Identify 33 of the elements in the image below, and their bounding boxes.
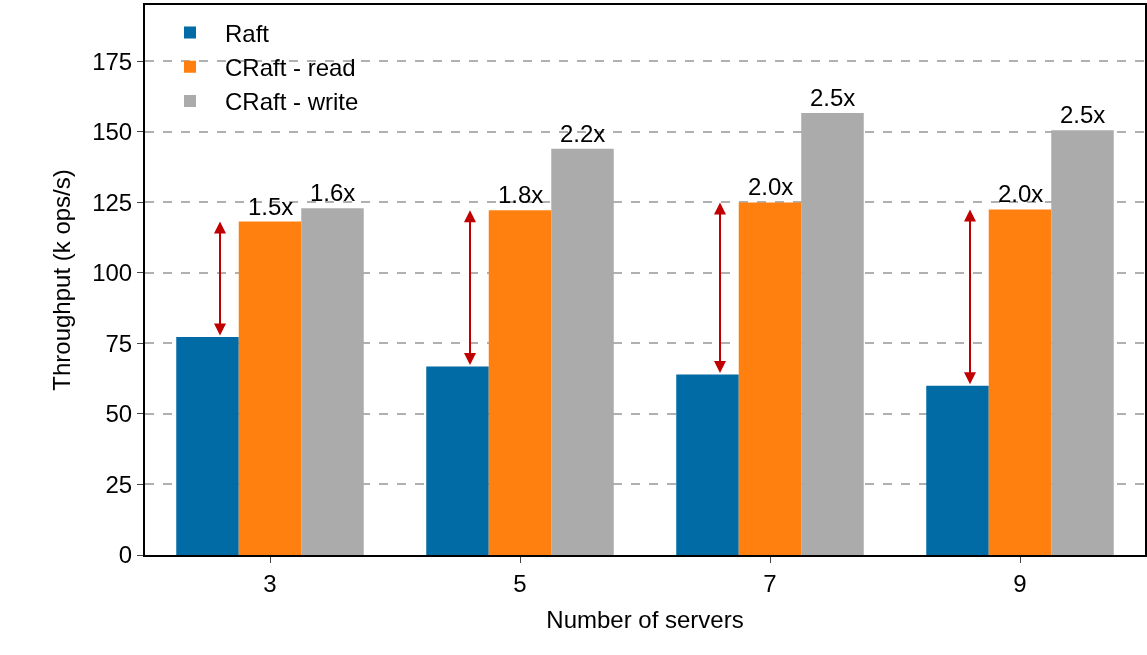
x-axis-title: Number of servers — [546, 605, 744, 633]
y-tick-label: 25 — [105, 470, 133, 498]
bar — [926, 385, 989, 555]
bar — [426, 366, 489, 555]
annotation: 2.0x — [748, 173, 794, 200]
y-axis-title: Throughput (k ops/s) — [47, 169, 75, 391]
y-tick-label: 175 — [92, 47, 133, 75]
legend-label: CRaft - write — [225, 88, 359, 116]
x-tick-label: 5 — [513, 569, 527, 597]
legend-label: Raft — [225, 19, 270, 47]
x-tick-label: 9 — [1013, 569, 1027, 597]
annotation: 1.5x — [248, 193, 294, 220]
annotation: 2.5x — [810, 84, 856, 111]
y-tick-label: 125 — [92, 188, 133, 216]
y-tick-label: 75 — [105, 329, 133, 357]
x-tick-label: 3 — [263, 569, 277, 597]
y-tick-label: 100 — [92, 259, 133, 287]
legend-label: CRaft - read — [225, 54, 356, 82]
bar — [988, 209, 1052, 555]
bar — [738, 202, 802, 555]
annotation: 2.0x — [998, 180, 1044, 207]
bar — [176, 336, 239, 555]
bar — [238, 221, 302, 555]
bar — [676, 374, 739, 555]
x-tick-label: 7 — [763, 569, 777, 597]
y-tick-label: 0 — [118, 541, 133, 569]
y-tick-label: 150 — [92, 118, 133, 146]
annotation: 2.2x — [560, 120, 606, 147]
annotation: 1.6x — [310, 179, 356, 206]
annotation: 2.5x — [1060, 101, 1106, 128]
bar — [488, 210, 552, 555]
y-tick-label: 50 — [105, 400, 133, 428]
annotation: 1.8x — [498, 181, 544, 208]
